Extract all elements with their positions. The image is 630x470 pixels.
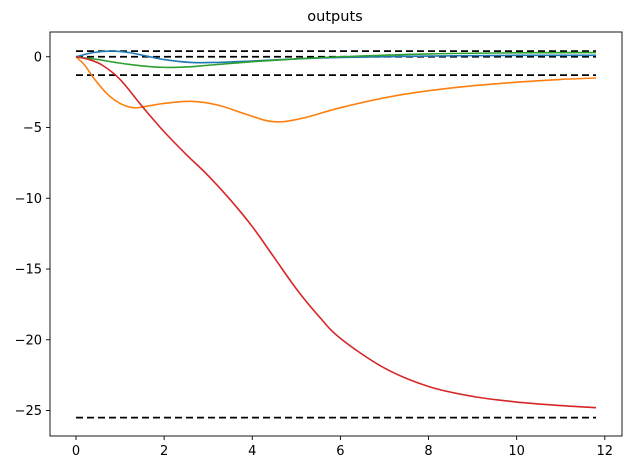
series-line-4 — [75, 55, 597, 409]
x-axis-ticks: 0 2 4 6 8 10 12 — [72, 436, 613, 459]
reference-lines — [76, 50, 596, 419]
y-tick-label: −20 — [15, 333, 42, 348]
series-line-1 — [75, 50, 597, 64]
y-tick-label: 0 — [34, 50, 42, 65]
series-lines — [75, 50, 597, 409]
y-tick-label: −15 — [15, 263, 42, 278]
x-tick-label: 8 — [424, 444, 432, 459]
y-tick-label: −10 — [15, 192, 42, 207]
x-tick-label: 12 — [597, 444, 614, 459]
y-tick-label: −25 — [15, 404, 42, 419]
x-tick-label: 10 — [508, 444, 525, 459]
chart-title: outputs — [307, 9, 362, 25]
y-axis-ticks: 0 −5 −10 −15 −20 −25 — [15, 50, 50, 419]
series-line-3 — [75, 51, 597, 69]
x-tick-label: 2 — [160, 444, 168, 459]
plot-frame — [49, 31, 623, 437]
x-tick-label: 0 — [72, 444, 80, 459]
series-line-2 — [75, 56, 597, 123]
x-tick-label: 6 — [336, 444, 344, 459]
y-tick-label: −5 — [23, 121, 42, 136]
x-tick-label: 4 — [248, 444, 256, 459]
